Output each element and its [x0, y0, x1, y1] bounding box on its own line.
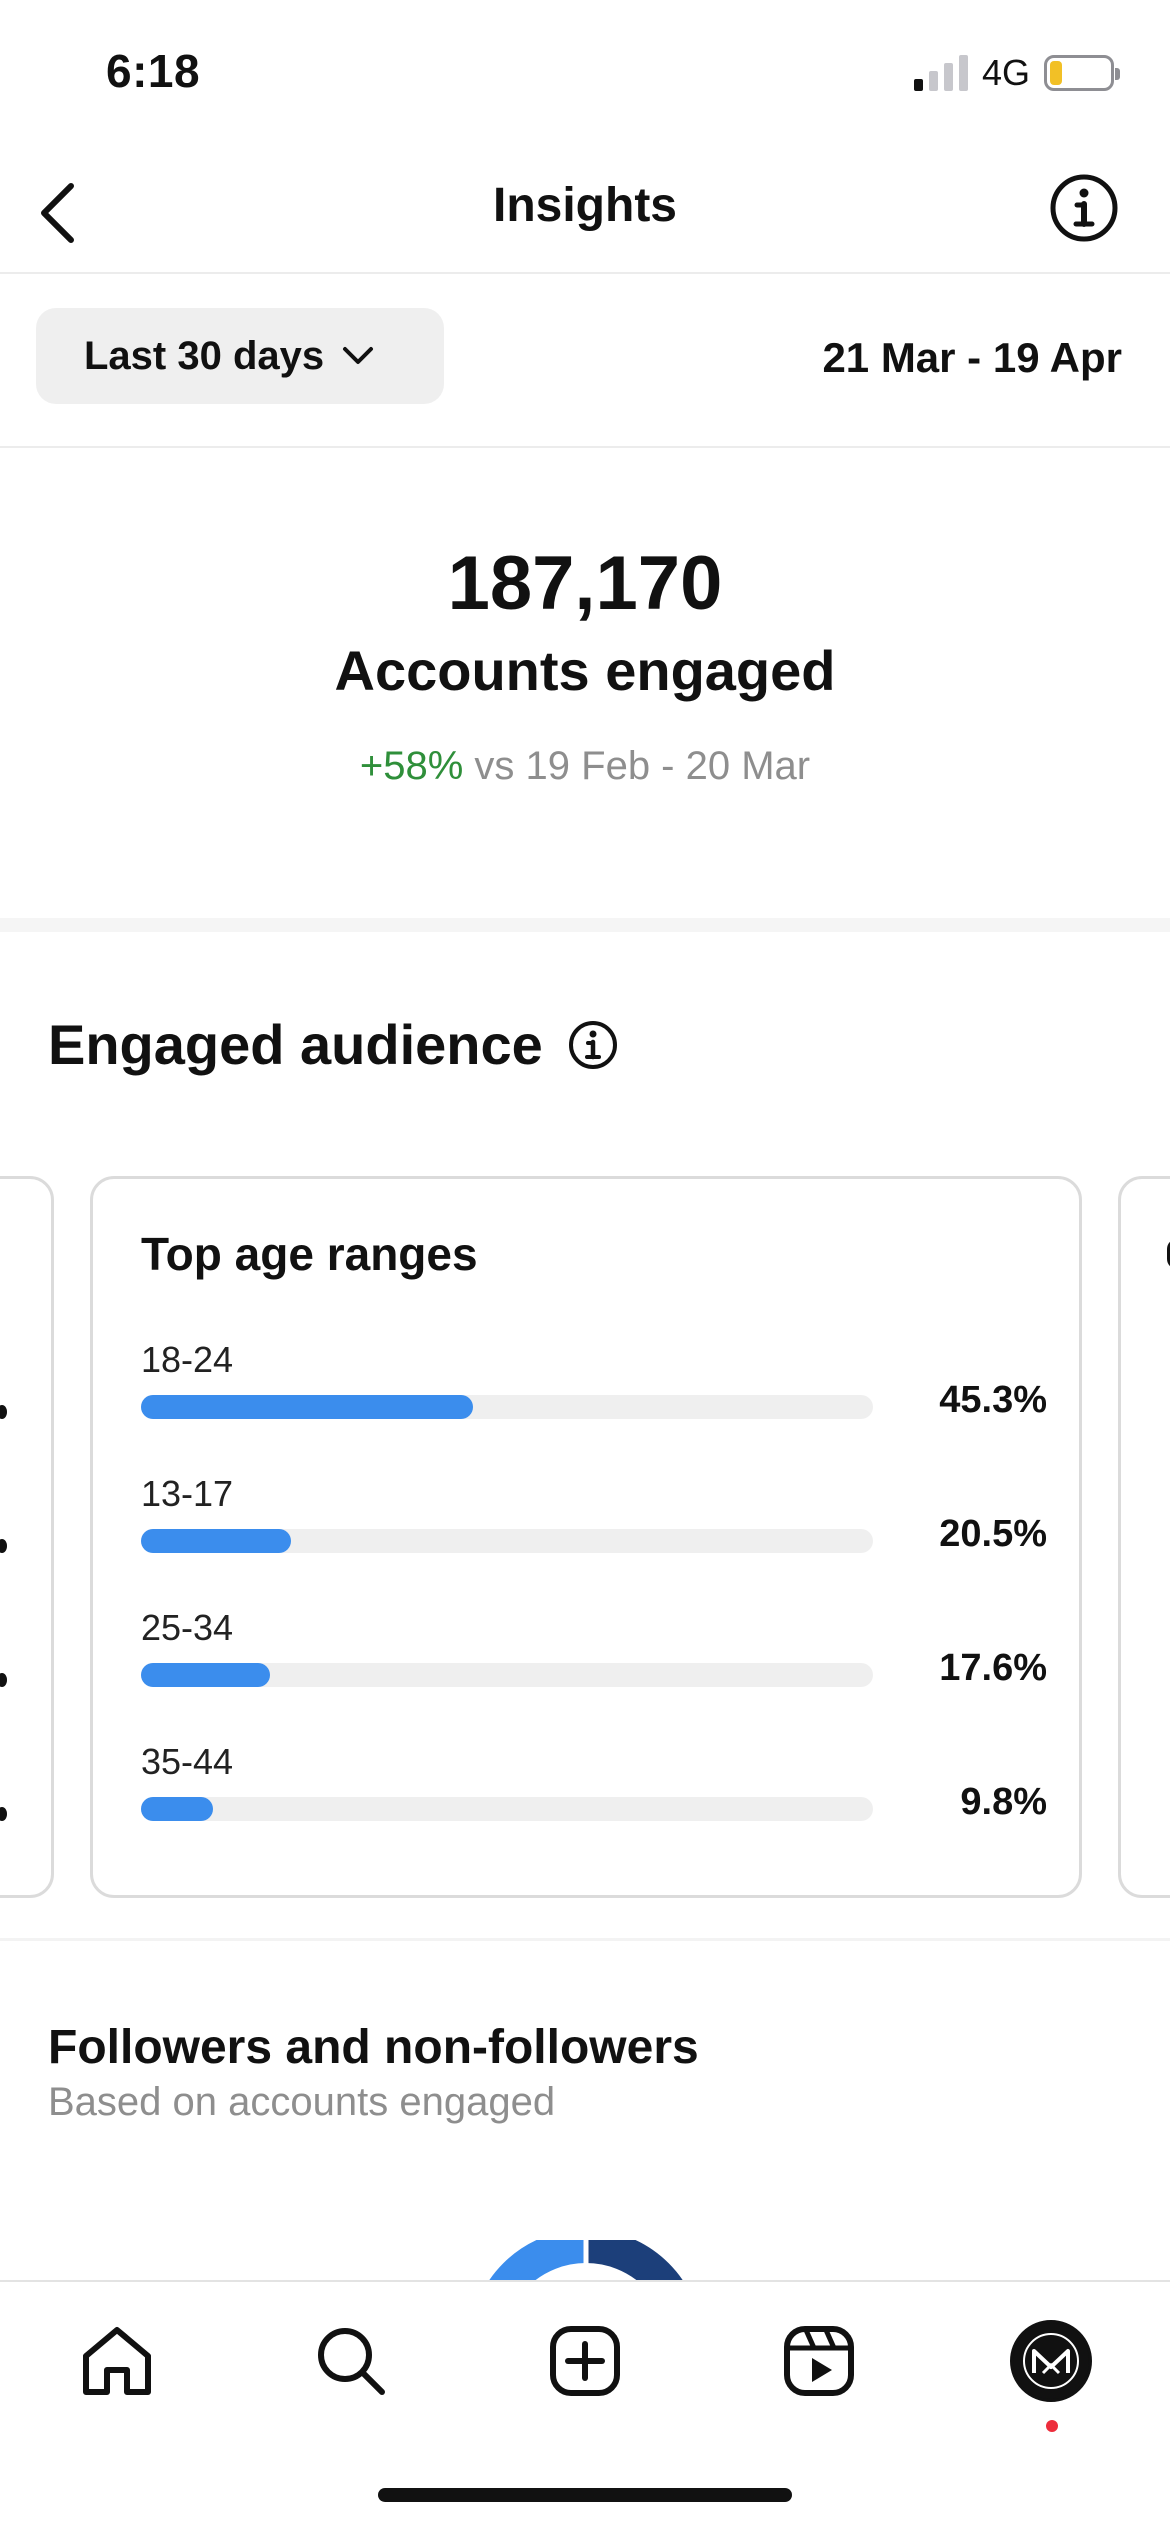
next-card-peek[interactable]	[1118, 1176, 1170, 1898]
page-title: Insights	[492, 179, 677, 232]
change-percent: +58%	[359, 744, 464, 788]
age-range-bar-track	[141, 1663, 873, 1687]
age-range-row: 18-24 45.3%	[141, 1339, 1047, 1429]
age-range-row: 35-44 9.8%	[141, 1741, 1047, 1831]
back-button[interactable]	[22, 178, 92, 248]
tab-profile[interactable]	[1006, 2316, 1096, 2432]
age-range-label: 35-44	[141, 1741, 234, 1782]
age-range-bar-fill	[141, 1663, 270, 1687]
previous-card-peek[interactable]	[0, 1176, 54, 1898]
tab-create[interactable]	[540, 2316, 630, 2406]
age-range-row: 25-34 17.6%	[141, 1607, 1047, 1697]
info-circle-icon[interactable]	[567, 1019, 619, 1071]
tab-reels[interactable]	[774, 2316, 864, 2406]
age-range-percent: 45.3%	[939, 1379, 1047, 1421]
accounts-engaged-label: Accounts engaged	[334, 639, 836, 702]
header: Insights	[0, 150, 1170, 274]
period-label: Last 30 days	[84, 333, 325, 378]
followers-subtitle: Based on accounts engaged	[48, 2080, 556, 2124]
tab-search[interactable]	[306, 2316, 396, 2406]
followers-title: Followers and non-followers	[48, 2021, 699, 2074]
chevron-down-icon	[343, 347, 374, 364]
engaged-audience-title: Engaged audience	[48, 1013, 543, 1076]
home-icon	[83, 2327, 151, 2395]
section-divider	[0, 918, 1170, 932]
tab-home[interactable]	[72, 2316, 162, 2406]
status-time: 6:18	[106, 45, 201, 97]
age-range-bar-fill	[141, 1529, 292, 1553]
search-icon	[318, 2328, 385, 2395]
info-button[interactable]	[1048, 172, 1120, 244]
peek-mark	[1167, 1239, 1170, 1269]
age-range-bar-track	[141, 1529, 873, 1553]
age-range-label: 25-34	[141, 1607, 234, 1648]
status-indicators: 4G	[913, 52, 1120, 94]
top-age-ranges-card[interactable]: Top age ranges 18-24 45.3% 13-17 20.5% 25-34…	[90, 1176, 1082, 1898]
period-dropdown[interactable]: Last 30 days	[36, 308, 444, 404]
status-bar: 6:18 4G	[0, 0, 1170, 150]
notification-dot	[1046, 2420, 1058, 2432]
donut-segment-non-followers	[489, 2240, 587, 2280]
card-title: Top age ranges	[141, 1228, 478, 1280]
comparison-period: vs 19 Feb - 20 Mar	[463, 744, 811, 788]
signal-icon	[913, 55, 968, 91]
create-icon	[550, 2326, 620, 2396]
age-range-bar-track	[141, 1797, 873, 1821]
age-range-percent: 9.8%	[960, 1781, 1047, 1823]
profile-logo-icon	[1023, 2333, 1079, 2389]
section-divider	[0, 1938, 1170, 1941]
peek-mark	[0, 1673, 7, 1687]
age-range-bar-track	[141, 1395, 873, 1419]
engaged-audience-header: Engaged audience	[48, 1012, 619, 1077]
age-range-label: 13-17	[141, 1473, 234, 1514]
followers-donut-chart	[480, 2240, 692, 2280]
peek-mark	[0, 1807, 7, 1821]
info-circle-icon	[1050, 174, 1118, 242]
age-range-label: 18-24	[141, 1339, 234, 1380]
reels-icon	[784, 2326, 854, 2396]
age-range-row: 13-17 20.5%	[141, 1473, 1047, 1563]
avatar	[1010, 2320, 1092, 2402]
accounts-engaged-value: 187,170	[447, 541, 723, 626]
date-range: 21 Mar - 19 Apr	[822, 334, 1122, 381]
donut-segment-followers	[585, 2240, 683, 2280]
accounts-engaged-summary[interactable]: 187,170 Accounts engaged +58% vs 19 Feb …	[0, 448, 1170, 918]
age-range-bar-fill	[141, 1797, 213, 1821]
age-range-percent: 20.5%	[939, 1513, 1047, 1555]
comparison-text: +58% vs 19 Feb - 20 Mar	[0, 744, 1170, 789]
peek-mark	[0, 1539, 7, 1553]
age-range-percent: 17.6%	[939, 1647, 1047, 1689]
home-indicator[interactable]	[378, 2488, 792, 2502]
network-label: 4G	[981, 52, 1030, 93]
chevron-left-icon	[41, 183, 74, 243]
battery-icon	[1044, 55, 1120, 91]
filter-row: Last 30 days 21 Mar - 19 Apr	[0, 274, 1170, 448]
peek-mark	[0, 1405, 7, 1419]
age-range-bar-fill	[141, 1395, 473, 1419]
